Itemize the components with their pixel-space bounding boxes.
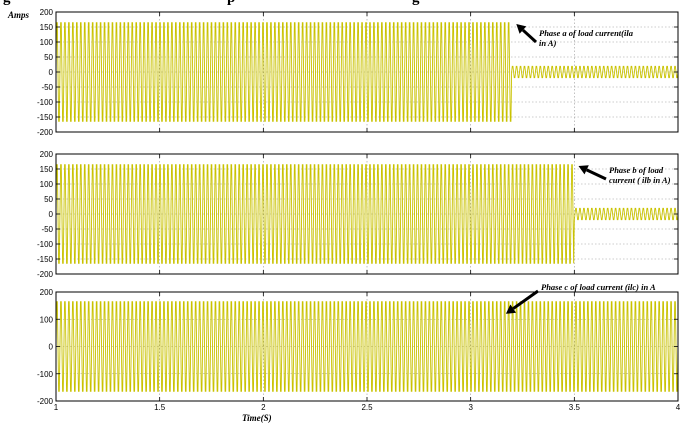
current-waveform bbox=[55, 301, 679, 392]
y-tick-label: -200 bbox=[37, 270, 54, 279]
annotation-arrowhead bbox=[505, 304, 517, 314]
y-tick-label: -100 bbox=[37, 240, 54, 249]
y-tick-label: -50 bbox=[41, 225, 53, 234]
plot-phase-b: 200 150 100 50 0 -50 -100 -150 -200 Phase b of lo… bbox=[37, 150, 679, 279]
current-waveform bbox=[55, 164, 679, 264]
annotation-text: Phase b of load bbox=[609, 165, 664, 175]
y-tick-label: -200 bbox=[37, 128, 54, 137]
y-tick-label: 100 bbox=[40, 315, 54, 324]
annotation-text: in A) bbox=[539, 38, 557, 48]
y-tick-label: 100 bbox=[40, 38, 54, 47]
y-tick-label: 50 bbox=[44, 195, 53, 204]
x-axis-label: Time(S) bbox=[242, 413, 272, 423]
y-tick-label: -100 bbox=[37, 98, 54, 107]
y-tick-label: 100 bbox=[40, 180, 54, 189]
x-tick-label: 3.5 bbox=[569, 403, 581, 412]
y-tick-label: 150 bbox=[40, 165, 54, 174]
annotation-text: current ( ilb in A) bbox=[609, 175, 671, 185]
annotation-text: Phase a of load current(ila bbox=[539, 28, 634, 38]
x-tick-label: 1 bbox=[54, 403, 59, 412]
y-tick-label: 50 bbox=[44, 53, 53, 62]
y-axis-label: Amps bbox=[7, 10, 30, 20]
plot-phase-a: 200 150 100 50 0 -50 -100 -150 -200 Amps Phase a o… bbox=[7, 8, 679, 137]
y-tick-label: 0 bbox=[49, 68, 54, 77]
current-waveform bbox=[55, 22, 679, 122]
title-fragment: g bbox=[3, 0, 11, 6]
title-fragment-3: g bbox=[412, 0, 420, 6]
x-tick-label: 4 bbox=[676, 403, 681, 412]
x-tick-label: 2 bbox=[261, 403, 266, 412]
annotation-arrow bbox=[521, 28, 538, 44]
y-tick-label: -100 bbox=[37, 370, 54, 379]
annotation-arrowhead bbox=[516, 24, 527, 34]
x-tick-label: 1.5 bbox=[154, 403, 166, 412]
y-tick-label: 0 bbox=[49, 210, 54, 219]
y-tick-label: -50 bbox=[41, 83, 53, 92]
y-tick-label: -200 bbox=[37, 397, 54, 406]
title-fragment-2: p bbox=[227, 0, 235, 6]
annotation-arrow bbox=[585, 168, 607, 181]
x-tick-label: 2.5 bbox=[361, 403, 373, 412]
y-tick-label: -150 bbox=[37, 255, 54, 264]
annotation-text: Phase c of load current (ilc) in A bbox=[541, 282, 656, 292]
annotation-arrow bbox=[512, 289, 539, 310]
y-tick-label: -150 bbox=[37, 113, 54, 122]
y-tick-label: 0 bbox=[49, 343, 54, 352]
y-tick-label: 200 bbox=[40, 8, 54, 17]
annotation-arrowhead bbox=[578, 165, 589, 175]
y-tick-label: 150 bbox=[40, 23, 54, 32]
y-tick-label: 200 bbox=[40, 150, 54, 159]
y-tick-label: 200 bbox=[40, 288, 54, 297]
x-tick-label: 3 bbox=[468, 403, 473, 412]
